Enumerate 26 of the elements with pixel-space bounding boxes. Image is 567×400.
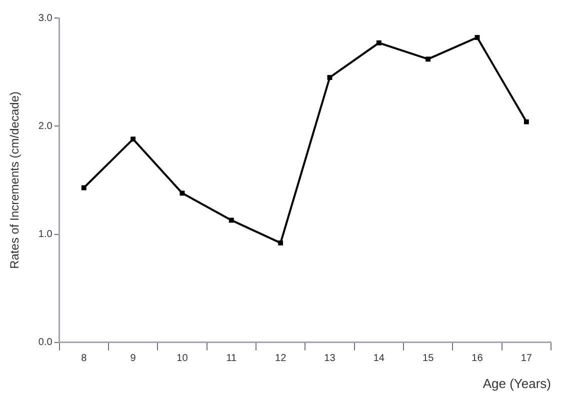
x-tick-label: 17 — [520, 353, 532, 364]
x-tick-label: 16 — [472, 353, 484, 364]
x-tick-label: 11 — [226, 353, 238, 364]
point — [474, 34, 480, 40]
x-tick-label: 10 — [176, 353, 188, 364]
point — [524, 119, 529, 124]
point — [327, 75, 332, 80]
x-tick-label: 14 — [373, 353, 385, 364]
x-axis-title: Age (Years) — [482, 376, 551, 391]
x-tick-label: 13 — [324, 353, 336, 364]
y-tick-label: 3.0 — [38, 12, 53, 24]
point — [228, 218, 234, 223]
x-tick-label: 8 — [81, 353, 88, 364]
y-tick-label: 2.0 — [38, 120, 53, 132]
y-axis-title: Rates of Increments (cm/decade) — [8, 91, 22, 269]
point — [376, 40, 382, 46]
x-tick-label: 15 — [422, 353, 434, 364]
y-tick-label: 0.0 — [38, 337, 53, 348]
point — [130, 136, 136, 142]
point — [81, 185, 86, 190]
x-tick-label: 12 — [275, 353, 287, 364]
x-tick-label: 9 — [130, 353, 136, 364]
point — [426, 56, 431, 62]
y-tick-label: 1.0 — [38, 229, 53, 240]
point — [180, 190, 185, 196]
point — [278, 240, 284, 246]
